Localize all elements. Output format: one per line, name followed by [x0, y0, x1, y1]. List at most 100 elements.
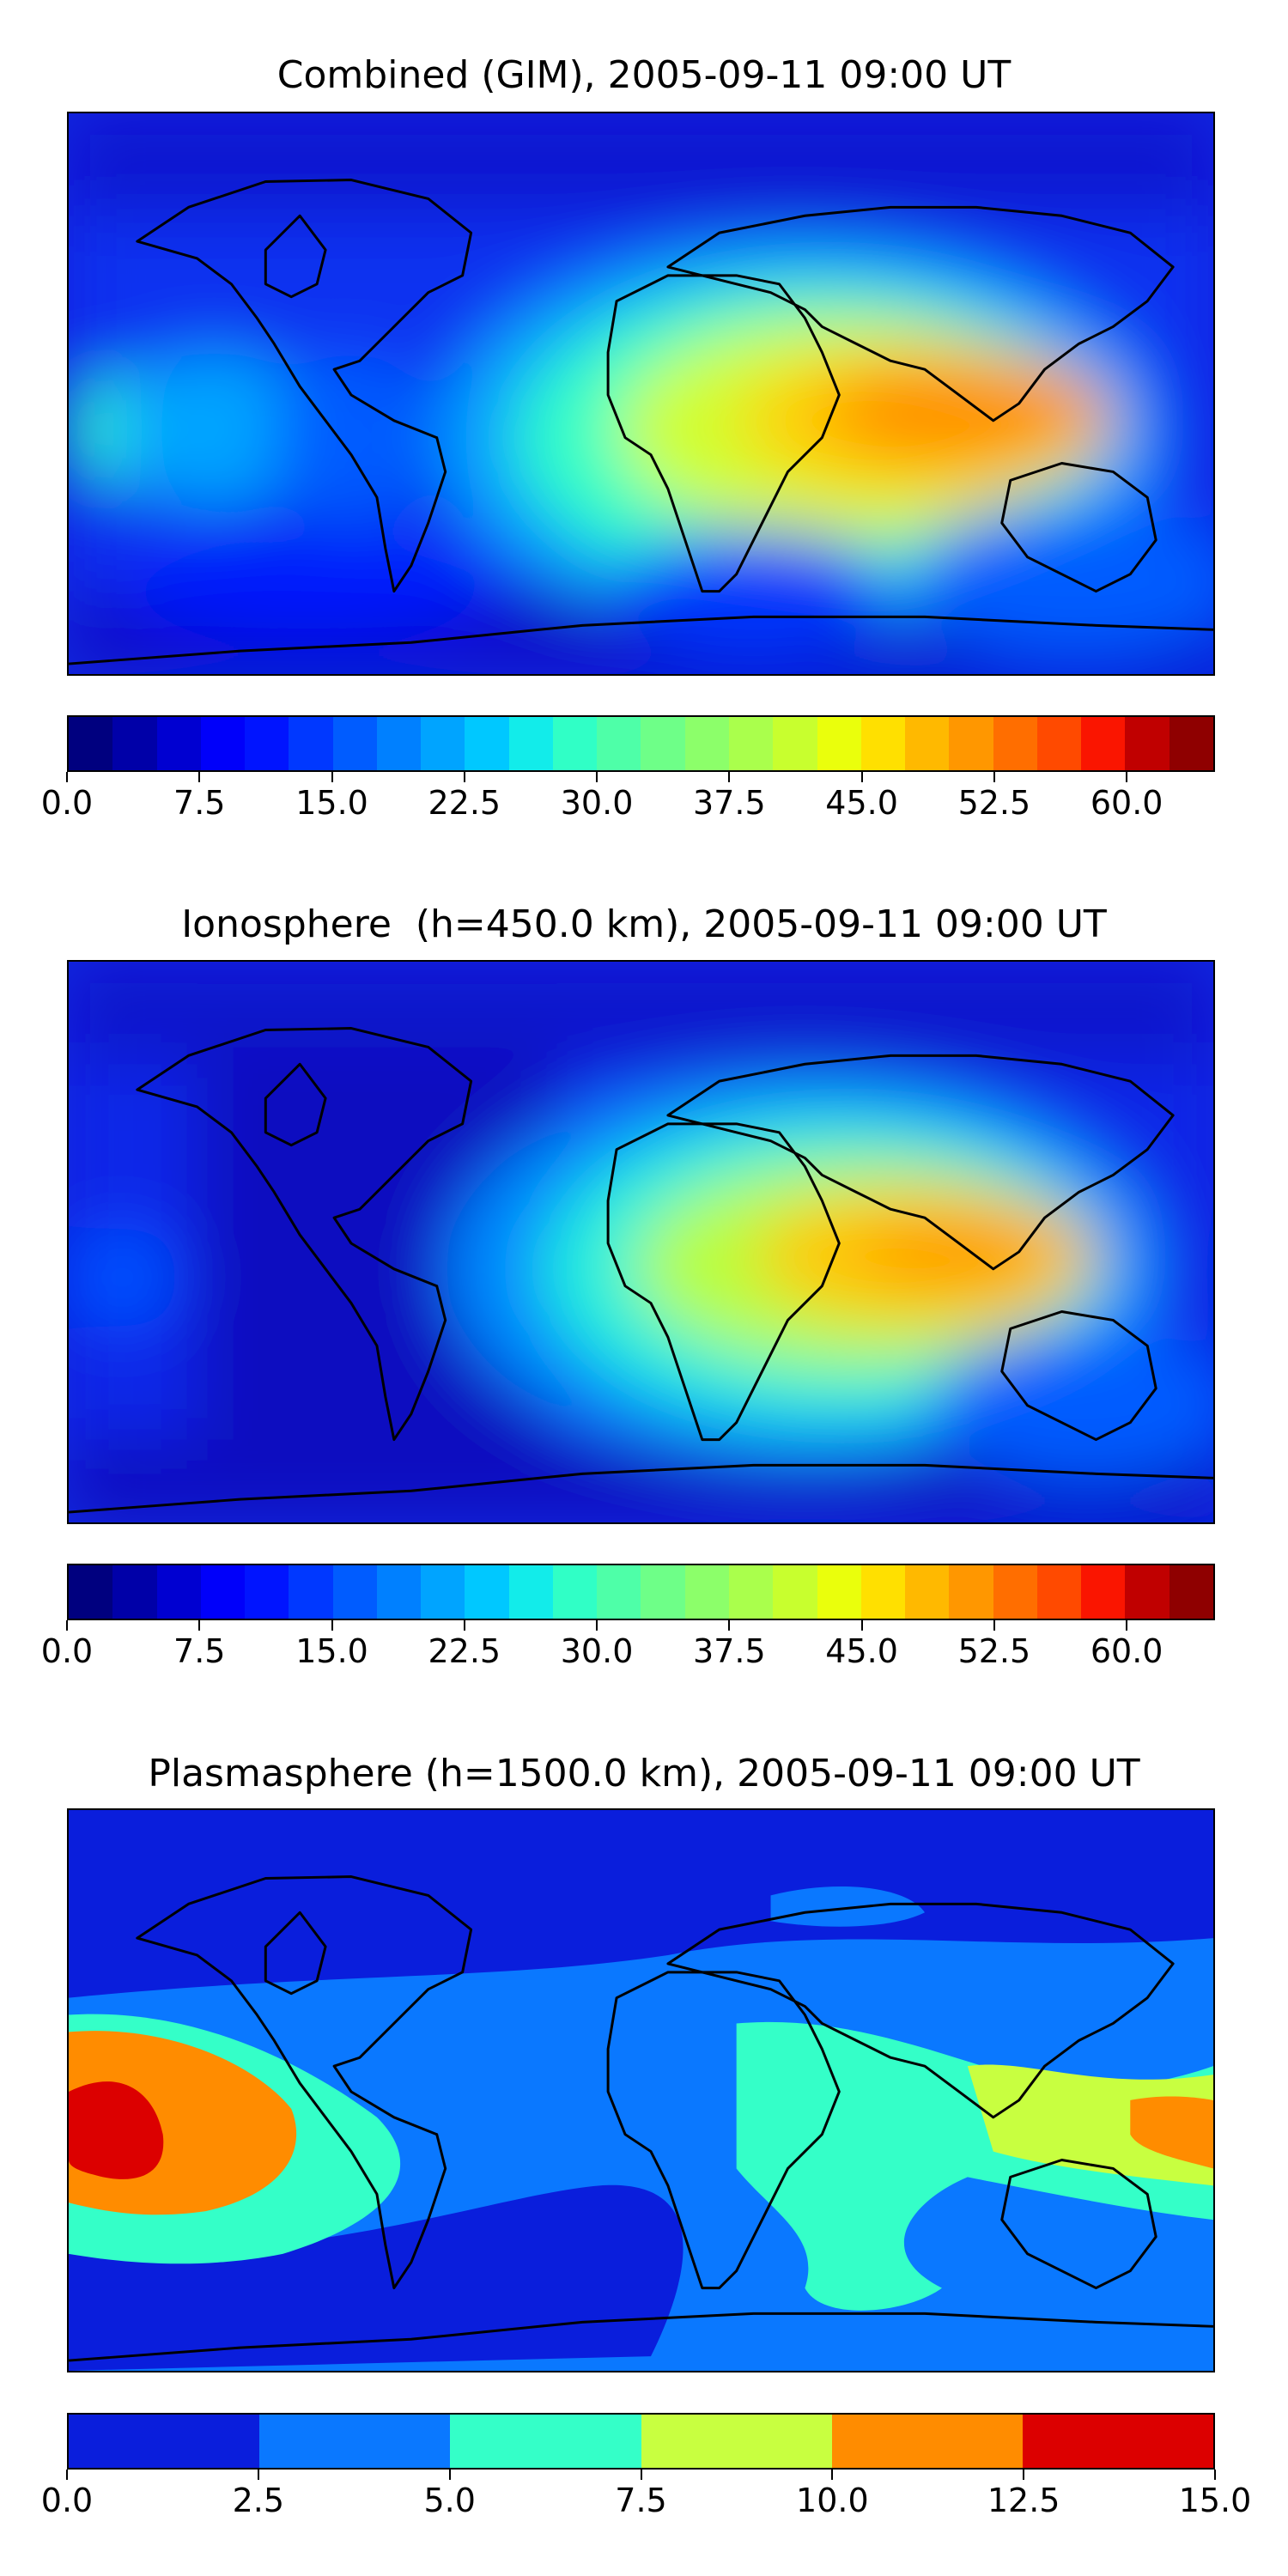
- panel3-colorbar: [67, 2413, 1215, 2470]
- colorbar-tick: [596, 1620, 598, 1631]
- colorbar-tick-label: 30.0: [560, 1632, 634, 1670]
- colorbar-tick-label: 0.0: [40, 784, 94, 822]
- colorbar-tick-label: 15.0: [1178, 2482, 1252, 2519]
- colorbar-tick: [463, 1620, 465, 1631]
- colorbar-segment: [552, 1565, 598, 1619]
- colorbar-segment: [289, 1565, 333, 1619]
- colorbar-tick-label: 12.5: [987, 2482, 1060, 2519]
- colorbar-tick-label: 30.0: [560, 784, 634, 822]
- colorbar-tick: [831, 2470, 834, 2480]
- colorbar-segment: [112, 717, 157, 770]
- colorbar-segment: [69, 717, 113, 770]
- colorbar-tick: [66, 2470, 68, 2480]
- panel2-title: Ionosphere (h=450.0 km), 2005-09-11 09:0…: [181, 902, 1107, 946]
- colorbar-segment: [641, 1565, 685, 1619]
- colorbar-segment: [641, 2415, 832, 2468]
- colorbar-tick-label: 22.5: [428, 1632, 501, 1670]
- colorbar-segment: [597, 717, 641, 770]
- colorbar-tick: [198, 772, 201, 782]
- colorbar-tick: [860, 1620, 863, 1631]
- colorbar-segment: [376, 1565, 422, 1619]
- colorbar-segment: [112, 1565, 157, 1619]
- colorbar-tick-label: 5.0: [423, 2482, 476, 2519]
- colorbar-segment: [69, 2415, 260, 2468]
- colorbar-tick: [993, 1620, 995, 1631]
- colorbar-tick-label: 0.0: [40, 1632, 94, 1670]
- panel1-map: [67, 112, 1215, 676]
- colorbar-segment: [1125, 717, 1170, 770]
- colorbar-segment: [831, 2415, 1023, 2468]
- colorbar-segment: [552, 717, 598, 770]
- panel2-map: [67, 960, 1215, 1524]
- colorbar-tick-label: 60.0: [1090, 1632, 1163, 1670]
- colorbar-tick-label: 52.5: [957, 784, 1031, 822]
- colorbar-segment: [508, 1565, 553, 1619]
- colorbar-segment: [245, 717, 289, 770]
- colorbar-tick-label: 52.5: [957, 1632, 1031, 1670]
- colorbar-segment: [1169, 1565, 1213, 1619]
- colorbar-segment: [200, 1565, 246, 1619]
- panel3-title: Plasmasphere (h=1500.0 km), 2005-09-11 0…: [148, 1752, 1140, 1795]
- colorbar-segment: [376, 717, 422, 770]
- panel3-coastlines: [69, 1875, 1213, 2362]
- colorbar-segment: [259, 2415, 451, 2468]
- colorbar-segment: [332, 1565, 377, 1619]
- colorbar-segment: [421, 717, 465, 770]
- panel1-colorbar-ticks: 0.0 7.5 15.0 22.5 30.0 37.5 45.0 52.5 60.0: [41, 772, 1215, 823]
- colorbar-tick: [1126, 772, 1128, 782]
- panel2-colorbar-ticks: 0.0 7.5 15.0 22.5 30.0 37.5 45.0 52.5 60.0: [41, 1620, 1215, 1672]
- colorbar-tick-label: 45.0: [825, 784, 898, 822]
- colorbar-tick-label: 0.0: [40, 2482, 94, 2519]
- colorbar-segment: [450, 2415, 641, 2468]
- colorbar-tick-label: 7.5: [615, 2482, 667, 2519]
- colorbar-segment: [1036, 1565, 1082, 1619]
- colorbar-segment: [508, 717, 553, 770]
- colorbar-tick: [1023, 2470, 1025, 2480]
- colorbar-segment: [728, 717, 774, 770]
- colorbar-segment: [156, 1565, 201, 1619]
- panel2-coastlines: [69, 1027, 1213, 1514]
- colorbar-tick: [198, 1620, 201, 1631]
- panel1-colorbar: [67, 715, 1215, 772]
- colorbar-tick: [66, 1620, 68, 1631]
- colorbar-tick: [728, 772, 731, 782]
- panel1-title: Combined (GIM), 2005-09-11 09:00 UT: [276, 53, 1012, 97]
- colorbar-tick: [860, 772, 863, 782]
- colorbar-segment: [1169, 717, 1213, 770]
- colorbar-segment: [817, 717, 861, 770]
- colorbar-segment: [1022, 2415, 1214, 2468]
- colorbar-tick: [66, 772, 68, 782]
- colorbar-segment: [949, 1565, 993, 1619]
- colorbar-segment: [465, 1565, 509, 1619]
- colorbar-tick: [331, 1620, 333, 1631]
- colorbar-segment: [684, 717, 729, 770]
- colorbar-segment: [200, 717, 246, 770]
- colorbar-segment: [332, 717, 377, 770]
- colorbar-segment: [641, 717, 685, 770]
- colorbar-tick: [1126, 1620, 1128, 1631]
- colorbar-segment: [860, 1565, 906, 1619]
- panel3-map: [67, 1808, 1215, 2372]
- colorbar-segment: [421, 1565, 465, 1619]
- colorbar-segment: [156, 717, 201, 770]
- colorbar-segment: [817, 1565, 861, 1619]
- colorbar-tick-label: 7.5: [173, 1632, 226, 1670]
- panel1-coastlines: [69, 179, 1213, 665]
- colorbar-tick: [640, 2470, 642, 2480]
- colorbar-segment: [949, 717, 993, 770]
- colorbar-tick-label: 60.0: [1090, 784, 1163, 822]
- colorbar-segment: [465, 717, 509, 770]
- colorbar-tick-label: 37.5: [693, 1632, 766, 1670]
- colorbar-segment: [1036, 717, 1082, 770]
- colorbar-segment: [860, 717, 906, 770]
- colorbar-segment: [773, 717, 817, 770]
- colorbar-tick: [596, 772, 598, 782]
- colorbar-tick-label: 15.0: [295, 784, 368, 822]
- colorbar-segment: [289, 717, 333, 770]
- colorbar-tick: [463, 772, 465, 782]
- colorbar-segment: [993, 1565, 1037, 1619]
- colorbar-segment: [1081, 717, 1126, 770]
- colorbar-tick-label: 22.5: [428, 784, 501, 822]
- colorbar-tick: [257, 2470, 259, 2480]
- colorbar-segment: [69, 1565, 113, 1619]
